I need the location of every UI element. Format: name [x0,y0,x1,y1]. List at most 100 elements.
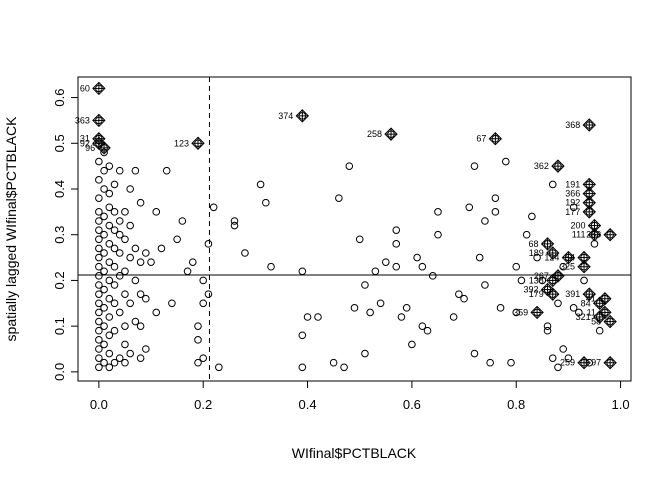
data-point [486,358,494,367]
data-point [590,240,599,248]
data-point [126,349,134,358]
data-point [314,313,322,321]
data-point [267,262,275,271]
data-point [548,180,557,189]
data-point [95,363,103,372]
influential-point: 189 [529,246,560,260]
data-point [209,203,218,212]
data-point [397,313,406,321]
data-point [105,349,114,358]
data-point [340,363,348,372]
data-point [455,290,463,298]
influential-point: 138 [529,273,560,288]
data-point [115,166,124,175]
influential-point-label: 363 [75,115,90,125]
data-point [178,217,187,225]
influential-point-label: 391 [565,289,580,299]
x-tick-label: 0.0 [90,397,108,412]
data-point [460,294,468,303]
influential-point: 124 [544,250,576,265]
data-point [449,313,458,321]
influential-point: 368 [565,118,596,132]
data-point [126,185,134,193]
influential-point-label: 374 [278,111,293,121]
data-point [512,308,521,317]
data-point [470,162,479,170]
data-point [95,176,103,184]
y-tick-label: 0.2 [52,271,67,289]
y-tick-label: 0.4 [52,180,67,198]
data-point [501,157,510,166]
data-point [131,276,140,285]
data-point [533,253,541,262]
influential-point-label: 138 [529,275,544,285]
data-point [428,272,437,280]
data-point [115,272,124,280]
data-point [136,258,145,266]
y-axis: 0.0 0.1 0.2 0.3 0.4 0.5 0.6 [52,89,79,381]
data-point [110,226,119,234]
data-point [559,345,567,353]
data-point [152,308,161,317]
data-point [418,322,427,330]
data-point [95,354,103,362]
influential-point-label: 123 [174,138,189,148]
x-tick-label: 0.6 [403,397,421,412]
data-point [121,235,129,244]
data-points [95,148,604,372]
influential-point-label: 368 [565,120,580,130]
y-tick-label: 0.6 [52,89,67,107]
data-point [298,363,307,372]
x-axis: 0.0 0.2 0.4 0.6 0.8 1.0 [90,380,630,412]
data-point [100,166,108,175]
influential-point-label: 84 [581,298,591,308]
data-point [371,267,380,276]
data-point [173,235,181,244]
data-point [105,258,114,266]
influential-point-label: 359 [513,307,528,317]
data-point [95,345,103,353]
y-axis-label: spatially lagged WIfinal$PCTBLACK [3,116,19,342]
data-point [366,308,374,317]
data-point [142,249,150,257]
data-point [121,340,129,349]
influential-point-label: 177 [565,207,580,217]
y-tick-label: 0.3 [52,226,67,244]
data-point [100,230,108,239]
data-point [595,326,604,335]
influential-point: 111 [572,228,602,242]
data-point [491,208,500,216]
data-point [110,326,119,335]
data-point [95,299,103,308]
data-point [95,217,103,225]
influential-point-label: 54 [565,253,575,263]
influential-point-label: 259 [560,358,575,368]
data-point [298,331,307,340]
data-point [95,281,103,289]
data-point [528,212,536,221]
data-point [95,317,103,326]
data-point [105,162,114,170]
data-point [105,221,114,230]
data-point [95,326,103,335]
data-point [230,221,239,230]
influential-point-label: 200 [570,221,585,231]
y-tick-label: 0.5 [52,134,67,152]
data-point [95,157,103,166]
influential-point-label: 124 [544,253,559,263]
data-point [115,308,124,317]
data-point [361,281,369,289]
influential-point: 374 [278,109,310,123]
data-point [418,262,427,271]
data-point [392,262,401,271]
data-point [256,180,265,189]
influential-point: 258 [367,127,398,141]
data-point [100,249,108,257]
data-point [100,285,108,294]
data-point [465,203,474,212]
influential-point-label: 41 [586,294,596,304]
data-point [554,363,562,372]
influential-point-label: 366 [565,189,580,199]
